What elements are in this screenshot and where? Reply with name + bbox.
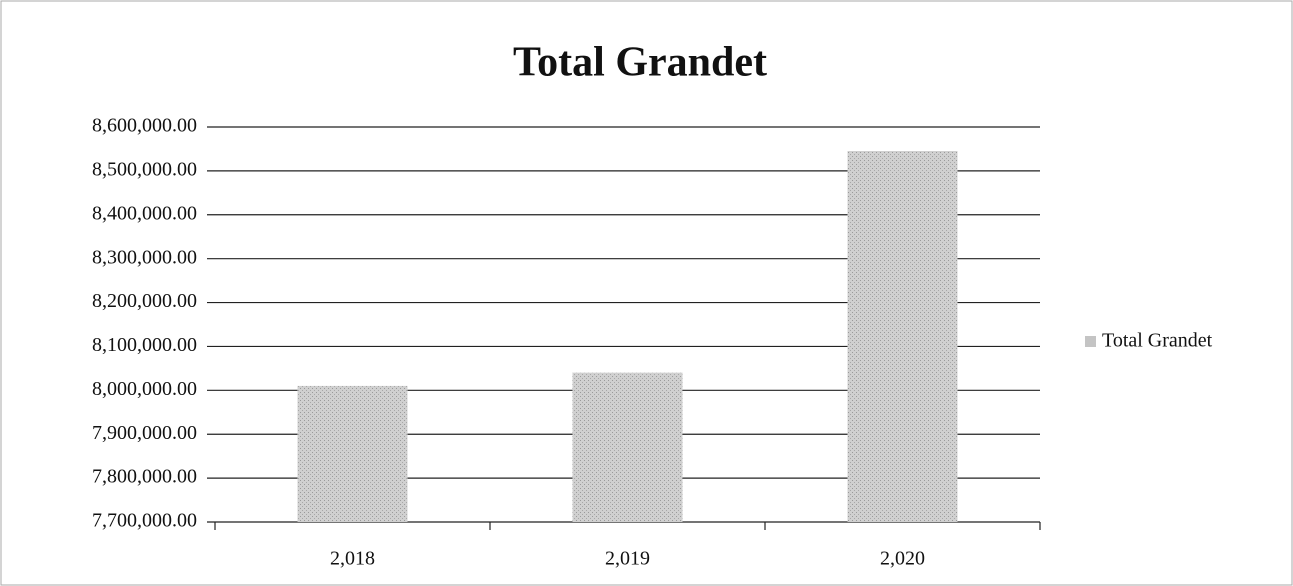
y-tick-label: 8,000,000.00: [92, 378, 197, 400]
y-tick-label: 8,400,000.00: [92, 202, 197, 224]
y-tick-label: 8,600,000.00: [92, 115, 197, 137]
x-tick-label: 2,019: [605, 548, 650, 570]
bar-texture: [297, 385, 408, 522]
y-tick-label: 8,300,000.00: [92, 246, 197, 268]
legend-swatch: [1085, 336, 1096, 347]
y-tick-label: 7,800,000.00: [92, 466, 197, 488]
x-tick-label: 2,018: [330, 548, 375, 570]
y-tick-label: 8,200,000.00: [92, 290, 197, 312]
bar-texture: [572, 372, 683, 522]
y-tick-label: 7,900,000.00: [92, 422, 197, 444]
legend-label: Total Grandet: [1102, 330, 1213, 352]
bar-texture: [847, 151, 958, 522]
x-tick-label: 2,020: [880, 548, 925, 570]
chart-title: Total Grandet: [513, 40, 767, 86]
y-tick-label: 8,500,000.00: [92, 158, 197, 180]
y-tick-label: 7,700,000.00: [92, 510, 197, 532]
y-tick-label: 8,100,000.00: [92, 334, 197, 356]
